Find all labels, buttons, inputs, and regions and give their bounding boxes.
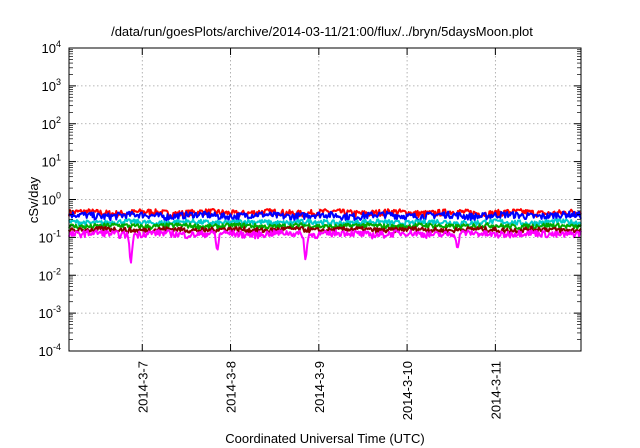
grid	[69, 48, 581, 351]
y-tick-label: 101	[42, 153, 61, 170]
y-tick-label: 10-2	[39, 266, 61, 283]
y-tick-label: 100	[42, 191, 61, 208]
x-tick-label: 2014-3-7	[135, 361, 150, 413]
series-line	[68, 210, 582, 222]
series-line	[68, 218, 582, 228]
axes: 10-4 10-3 10-2 10-1 100 101 102 103 104 2014-3-7 2…	[39, 39, 581, 420]
x-tick-label: 2014-3-10	[400, 361, 415, 420]
y-tick-label: 103	[42, 77, 61, 94]
y-tick-label: 10-4	[39, 342, 61, 359]
y-tick-label: 10-3	[39, 304, 61, 321]
y-tick-label: 10-1	[39, 228, 61, 245]
x-axis-label: Coordinated Universal Time (UTC)	[225, 431, 424, 446]
x-tick-label: 2014-3-11	[488, 361, 503, 419]
series-group	[68, 208, 582, 264]
y-tick-label: 102	[42, 115, 61, 132]
y-tick-label: 104	[42, 39, 61, 56]
x-tick-label: 2014-3-8	[224, 361, 239, 413]
chart-title: /data/run/goesPlots/archive/2014-03-11/2…	[111, 24, 533, 39]
y-axis-label: cSv/day	[26, 176, 41, 223]
x-tick-label: 2014-3-9	[312, 361, 327, 413]
series-line	[68, 229, 582, 264]
